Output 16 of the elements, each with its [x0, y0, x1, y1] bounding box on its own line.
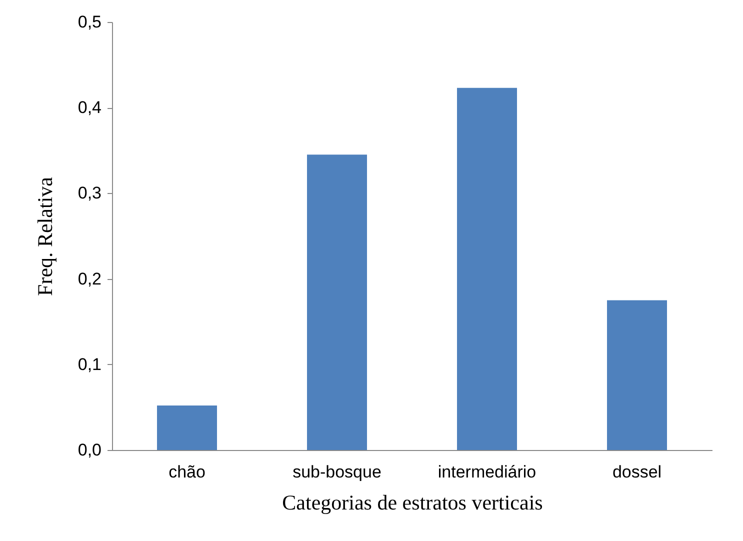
x-tick-label: chão	[168, 462, 206, 482]
x-tick-label: dossel	[612, 462, 662, 482]
x-tick-label: sub-bosque	[292, 462, 382, 482]
y-tick-label: 0,2	[78, 269, 102, 288]
y-tick-label: 0,1	[78, 354, 102, 374]
y-tick-label: 0,4	[78, 98, 102, 118]
y-tick-label: 0,5	[78, 12, 102, 32]
bar	[307, 154, 367, 450]
y-tick-label: 0,0	[78, 440, 102, 460]
bar	[607, 300, 667, 450]
x-axis-title: Categorias de estratos verticais	[282, 490, 543, 514]
y-tick-label: 0,3	[78, 184, 102, 203]
y-axis-title: Freq. Relativa	[32, 176, 57, 296]
bar	[157, 405, 217, 450]
bar	[457, 88, 517, 450]
x-tick-label: intermediário	[438, 462, 536, 482]
